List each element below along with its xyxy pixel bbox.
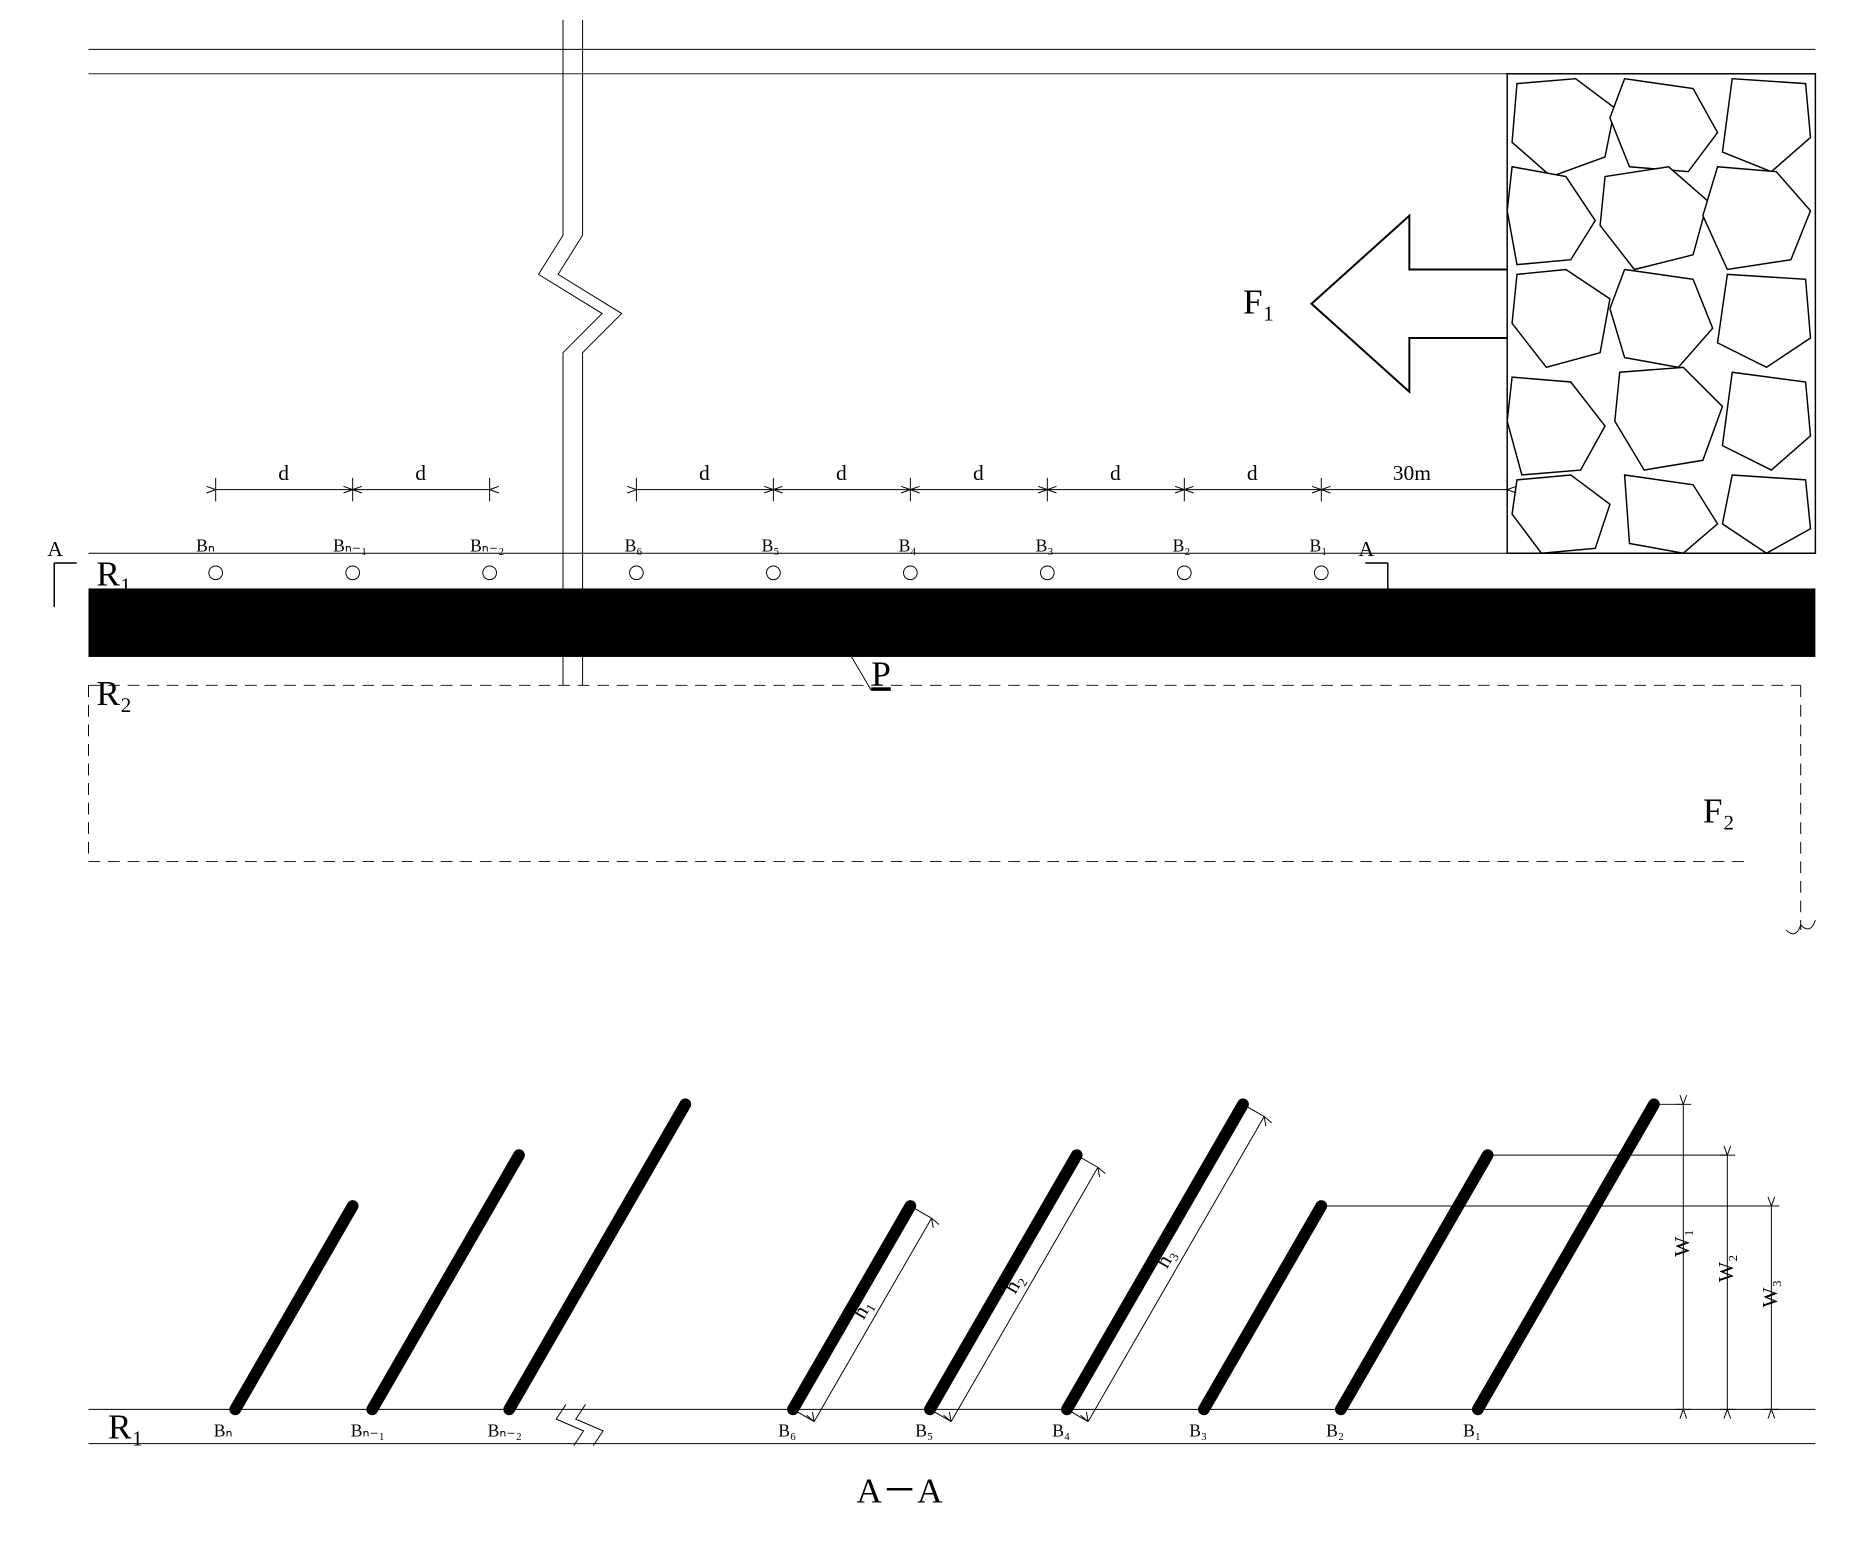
svg-text:d: d (1110, 461, 1121, 485)
svg-text:d: d (699, 461, 710, 485)
svg-text:d: d (415, 461, 426, 485)
svg-text:B₆: B₆ (625, 535, 643, 555)
svg-text:B₂: B₂ (1173, 535, 1191, 555)
svg-text:B₆: B₆ (778, 1421, 796, 1441)
svg-text:Bₙ₋₂: Bₙ₋₂ (488, 1421, 522, 1441)
label-r2: R₂ (96, 674, 132, 713)
dimension-lines: d d d d d 30m d d (206, 461, 1516, 502)
svg-text:B₄: B₄ (1052, 1421, 1070, 1441)
goaf-rubble (1507, 74, 1815, 553)
break-lines-section (556, 1404, 603, 1445)
label-f1: F₁ (1243, 283, 1275, 322)
svg-text:d: d (836, 461, 847, 485)
borehole-collars: B₁ B₂ B₃ B₄ B₅ B₆ Bₙ₋₂ Bₙ₋₁ Bₙ (196, 535, 1328, 579)
svg-text:A: A (1358, 537, 1374, 561)
svg-text:B₃: B₃ (1189, 1421, 1207, 1441)
svg-text:A: A (47, 537, 63, 561)
hole-length-dims: h₁h₂h₃ (793, 1104, 1272, 1421)
label-p: P (871, 654, 891, 693)
svg-text:Bₙ₋₂: Bₙ₋₂ (470, 535, 504, 555)
svg-text:d: d (973, 461, 984, 485)
svg-text:Bₙ: Bₙ (196, 535, 215, 555)
label-f2: F₂ (1703, 791, 1735, 830)
section-marker-a-left: A (47, 537, 76, 607)
svg-text:B₄: B₄ (899, 535, 917, 555)
svg-text:W₃: W₃ (1758, 1280, 1782, 1308)
svg-text:B₁: B₁ (1310, 535, 1328, 555)
label-r1: R₁ (96, 555, 132, 594)
break-lines (539, 20, 622, 685)
section-title: A－A (857, 1471, 944, 1510)
section-label-r1: R₁ (108, 1408, 144, 1447)
svg-text:W₂: W₂ (1714, 1254, 1738, 1282)
svg-text:B₅: B₅ (915, 1421, 933, 1441)
advance-arrow (1312, 216, 1508, 392)
svg-text:B₁: B₁ (1463, 1421, 1481, 1441)
svg-text:d: d (1247, 461, 1258, 485)
section-boreholes (235, 1104, 1654, 1409)
svg-text:B₅: B₅ (762, 535, 780, 555)
svg-text:Bₙ₋₁: Bₙ₋₁ (351, 1421, 385, 1441)
svg-text:Bₙ: Bₙ (214, 1421, 233, 1441)
svg-text:W₁: W₁ (1670, 1229, 1694, 1257)
svg-text:B₂: B₂ (1326, 1421, 1344, 1441)
svg-text:B₃: B₃ (1036, 535, 1054, 555)
svg-text:Bₙ₋₁: Bₙ₋₁ (333, 535, 367, 555)
svg-text:d: d (278, 461, 289, 485)
width-dims: W₁ W₂ W₃ (1321, 1095, 1782, 1418)
svg-text:30m: 30m (1393, 461, 1432, 485)
section-borehole-labels: B₁ B₂ B₃ B₄ B₅ B₆ Bₙ₋₂ Bₙ₋₁ Bₙ (214, 1421, 1481, 1441)
